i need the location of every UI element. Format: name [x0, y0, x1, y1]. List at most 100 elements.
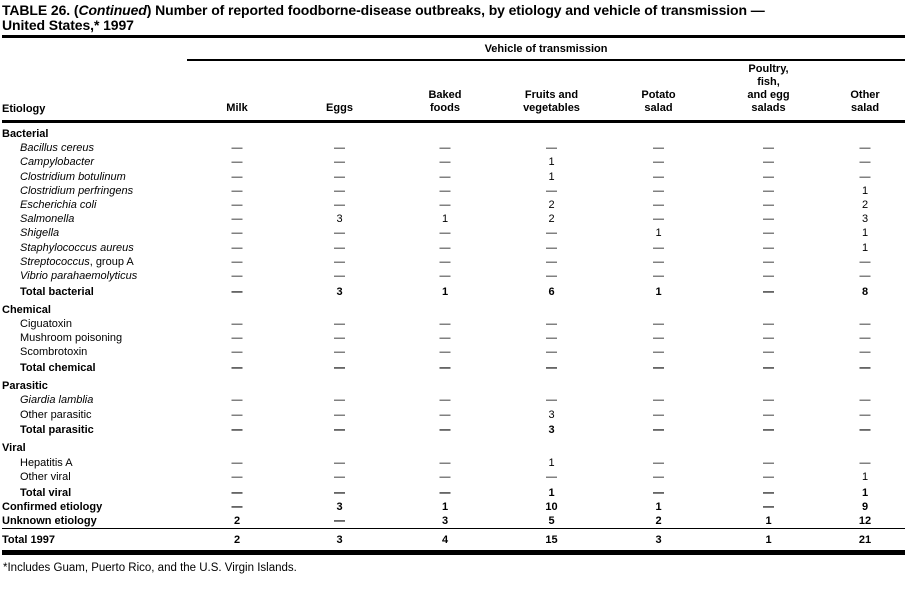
value-cell: — — [859, 394, 871, 407]
table-row: Mushroom poisoning — — — — — — — — [2, 331, 905, 345]
value-cell — [392, 122, 498, 142]
value-cell: — — [439, 408, 451, 421]
value-cell: 9 — [861, 500, 869, 513]
table-row: Viral — [2, 437, 905, 455]
value-cell: — — [439, 142, 451, 155]
value-cell: — — [334, 142, 345, 155]
value-cell — [187, 375, 287, 393]
value-cell: — — [763, 198, 774, 211]
etiology-label: Total 1997 — [2, 528, 187, 556]
value-cell: — — [439, 394, 451, 407]
value-cell: — — [334, 317, 345, 330]
etiology-label-italic: Vibrio parahaemolyticus — [20, 269, 138, 282]
value-cell: 1 — [712, 528, 825, 556]
value-cell: — — [439, 470, 451, 483]
etiology-label-italic: Salmonella — [20, 213, 75, 226]
value-cell: — — [653, 486, 664, 499]
value-cell: — — [439, 424, 451, 437]
table-row: Total parasitic — — — 3 — — — — [2, 422, 905, 438]
etiology-label: Unknown etiology — [2, 514, 97, 527]
etiology-label: Other viral — [20, 470, 71, 483]
value-cell: — — [653, 241, 664, 254]
table-row: Total bacterial — 3 1 6 1 — 8 — [2, 283, 905, 299]
value-cell — [392, 375, 498, 393]
value-cell: — — [546, 332, 557, 345]
value-cell: — — [334, 184, 345, 197]
value-cell: — — [546, 227, 557, 240]
value-cell: — — [546, 142, 557, 155]
etiology-label-italic: Bacillus cereus — [20, 142, 94, 155]
value-cell: 1 — [655, 227, 662, 240]
value-cell: — — [439, 227, 451, 240]
value-cell: — — [439, 241, 451, 254]
group-header-row: Etiology Vehicle of transmission — [2, 38, 906, 123]
value-cell: 3 — [441, 514, 449, 527]
table-row: Unknown etiology 2 — 3 5 2 1 12 — [2, 514, 905, 529]
table-row: Salmonella — 3 1 2 — — 3 — [2, 212, 905, 226]
value-cell: 6 — [548, 285, 555, 298]
value-cell: 2 — [861, 198, 869, 211]
value-cell: 3 — [336, 213, 343, 226]
column-header: Baked foods — [392, 60, 498, 123]
value-cell: 1 — [655, 500, 662, 513]
title-divider-rule — [2, 35, 905, 38]
value-cell: — — [439, 332, 451, 345]
value-cell: — — [653, 184, 664, 197]
value-cell: — — [653, 269, 664, 282]
column-header: Other salad — [825, 60, 906, 123]
column-header: Fruits and vegetables — [498, 60, 605, 123]
value-cell: — — [334, 346, 345, 359]
value-cell: — — [653, 424, 664, 437]
column-header: Poultry, fish, and egg salads — [712, 60, 825, 123]
value-cell: — — [763, 170, 774, 183]
value-cell: — — [334, 170, 345, 183]
value-cell: — — [546, 362, 557, 374]
value-cell: — — [763, 332, 774, 345]
value-cell: — — [653, 394, 664, 407]
value-cell: — — [546, 269, 557, 282]
value-cell: — — [334, 362, 345, 374]
value-cell — [712, 375, 825, 393]
value-cell: — — [546, 470, 557, 483]
value-cell: — — [653, 255, 664, 268]
table-row: Staphylococcus aureus — — — — — — 1 — [2, 241, 905, 255]
table-row: Other parasitic — — — 3 — — — — [2, 408, 905, 422]
value-cell: 8 — [861, 285, 869, 298]
table-row: Scombrotoxin — — — — — — — — [2, 345, 905, 359]
value-cell — [712, 122, 825, 142]
etiology-label: Vibrio parahaemolyticus — [2, 269, 187, 283]
value-cell: 2 — [548, 198, 555, 211]
value-cell — [498, 122, 605, 142]
value-cell: 1 — [861, 184, 869, 197]
value-cell — [605, 437, 712, 455]
value-cell: 1 — [548, 486, 555, 499]
etiology-label-italic: Giardia lamblia — [20, 394, 94, 407]
value-cell: 3 — [336, 285, 343, 298]
value-cell: — — [231, 198, 243, 211]
value-cell: — — [546, 255, 557, 268]
value-cell — [605, 122, 712, 142]
value-cell: 3 — [861, 213, 869, 226]
table-row: Shigella — — — — 1 — 1 — [2, 226, 905, 240]
value-cell — [498, 375, 605, 393]
value-cell: — — [334, 394, 345, 407]
value-cell: — — [859, 269, 871, 282]
value-cell: — — [653, 470, 664, 483]
document-page: TABLE 26. (Continued) Number of reported… — [2, 3, 906, 574]
etiology-label: Staphylococcus aureus — [2, 241, 187, 255]
etiology-label: Total chemical — [20, 362, 96, 374]
value-cell: — — [763, 156, 774, 169]
etiology-label: Shigella — [2, 226, 187, 240]
value-cell: — — [231, 142, 243, 155]
value-cell: — — [439, 184, 451, 197]
value-cell: — — [334, 269, 345, 282]
value-cell — [287, 375, 392, 393]
etiology-label: Total parasitic — [20, 424, 94, 437]
etiology-label-italic: Shigella — [20, 227, 60, 240]
value-cell: — — [334, 156, 345, 169]
value-cell: 1 — [655, 285, 662, 298]
value-cell: — — [859, 332, 871, 345]
value-cell: 1 — [861, 241, 869, 254]
value-cell: 2 — [187, 528, 287, 556]
value-cell: — — [859, 408, 871, 421]
